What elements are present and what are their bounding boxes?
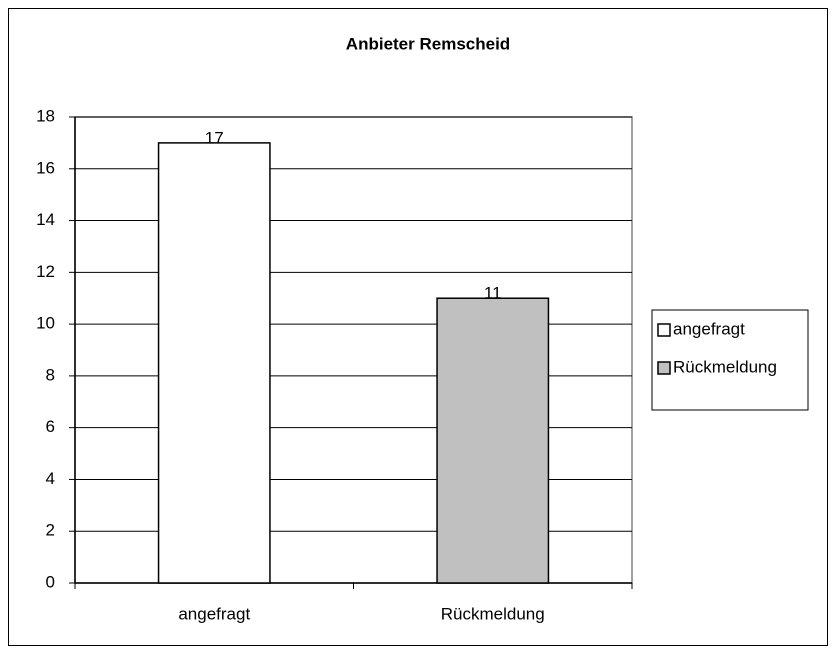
legend-swatch [657,323,671,337]
y-tick-label: 6 [46,417,55,436]
bar [157,142,271,584]
bar [436,297,550,584]
y-tick-label: 2 [46,521,55,540]
data-label: 11 [484,284,502,303]
y-tick-label: 16 [36,158,55,177]
y-tick-label: 12 [36,262,55,281]
x-tick-label: Rückmeldung [441,604,545,623]
legend-swatch [657,361,671,375]
y-tick-label: 4 [46,469,55,488]
y-tick-label: 10 [36,314,55,333]
chart-title: Anbieter Remscheid [346,34,510,53]
y-tick-label: 14 [36,210,55,229]
data-label: 17 [205,128,224,147]
legend-label: angefragt [673,319,745,338]
x-tick-label: angefragt [178,604,250,623]
legend-box [651,309,809,411]
y-tick-label: 8 [46,365,55,384]
y-tick-label: 0 [46,572,55,591]
y-tick-label: 18 [36,106,55,125]
legend-label: Rückmeldung [673,357,777,376]
